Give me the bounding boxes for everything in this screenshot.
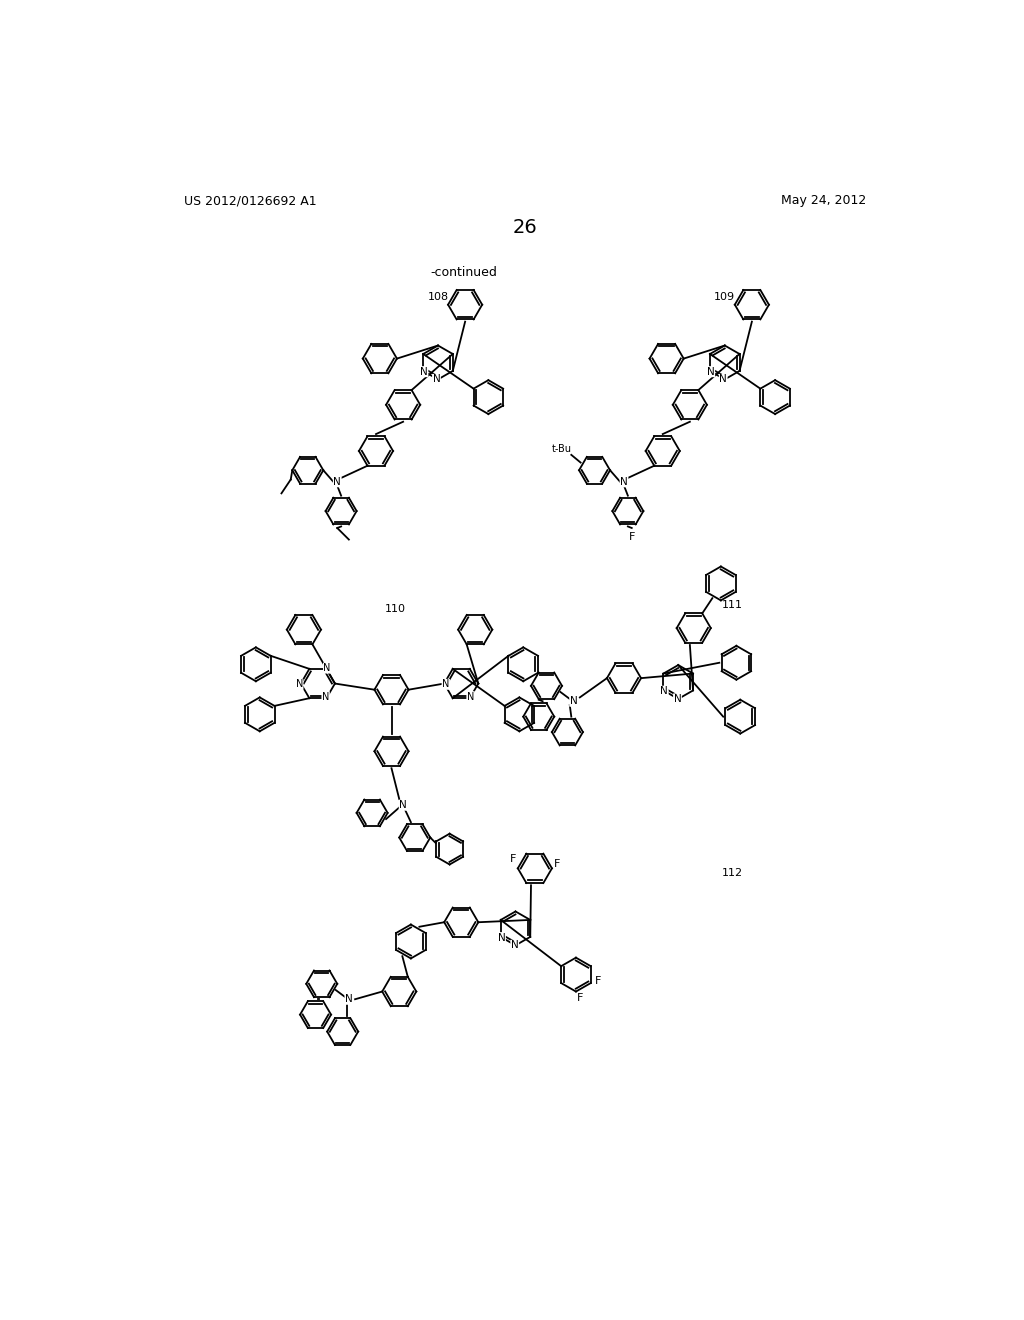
Text: t-Bu: t-Bu [552,444,572,454]
Text: F: F [577,993,583,1003]
Text: N: N [399,800,407,810]
Text: N: N [420,367,428,376]
Text: N: N [498,933,506,942]
Text: N: N [467,692,474,702]
Text: 26: 26 [512,218,538,238]
Text: N: N [324,663,331,673]
Text: N: N [345,994,352,1005]
Text: N: N [660,686,668,696]
Text: N: N [334,477,341,487]
Text: 112: 112 [722,869,743,878]
Text: N: N [442,680,450,689]
Text: F: F [595,975,601,986]
Text: N: N [432,375,440,384]
Text: N: N [621,477,628,487]
Text: May 24, 2012: May 24, 2012 [780,194,866,207]
Text: N: N [511,940,518,950]
Text: 109: 109 [714,292,735,302]
Text: N: N [296,680,303,689]
Text: 111: 111 [722,601,743,610]
Text: F: F [510,854,516,865]
Text: -continued: -continued [430,265,497,279]
Text: N: N [719,375,727,384]
Text: N: N [674,694,681,704]
Text: 110: 110 [385,603,406,614]
Text: F: F [629,532,635,543]
Text: N: N [569,696,578,706]
Text: F: F [553,859,560,870]
Text: N: N [322,692,330,702]
Text: US 2012/0126692 A1: US 2012/0126692 A1 [183,194,316,207]
Text: N: N [707,367,715,376]
Text: 108: 108 [427,292,449,302]
